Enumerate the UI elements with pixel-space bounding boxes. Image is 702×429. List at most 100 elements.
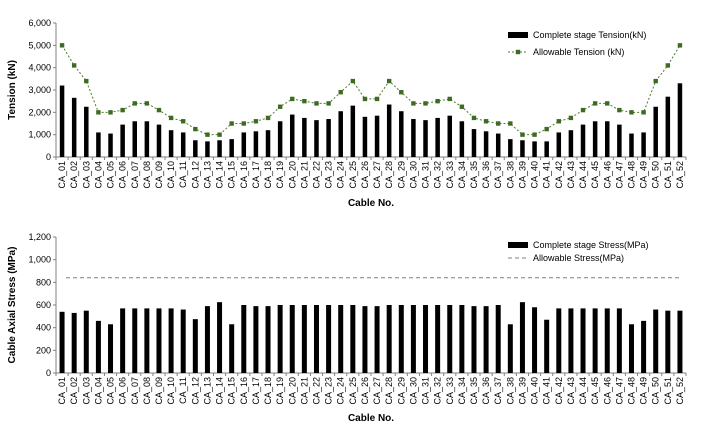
x-tick-label: CA_23 xyxy=(324,377,334,405)
x-tick-label: CA_16 xyxy=(239,377,249,405)
x-tick-label: CA_18 xyxy=(263,161,273,189)
x-tick-label: CA_05 xyxy=(106,161,116,189)
x-tick-label: CA_12 xyxy=(190,161,200,189)
bar-CA_43 xyxy=(568,130,574,157)
x-tick-label: CA_23 xyxy=(324,161,334,189)
x-tick-label: CA_18 xyxy=(263,377,273,405)
x-tick-label: CA_40 xyxy=(530,161,540,189)
x-tick-label: CA_06 xyxy=(118,377,128,405)
x-tick-label: CA_27 xyxy=(372,161,382,189)
x-tick-label: CA_52 xyxy=(675,377,685,405)
y-tick-label: 3,000 xyxy=(28,85,51,95)
x-axis-title: Cable No. xyxy=(348,198,394,209)
bar-CA_45 xyxy=(592,308,598,373)
bar-CA_25 xyxy=(350,305,356,373)
bar-CA_30 xyxy=(411,119,416,157)
allowable-tension-line xyxy=(61,45,681,136)
bar-CA_10 xyxy=(168,308,174,373)
legend-entry-bars: Complete stage Tension(kN) xyxy=(533,30,646,40)
allowable-tension-point-CA_09 xyxy=(156,107,162,113)
x-tick-label: CA_48 xyxy=(626,161,636,189)
x-tick-label: CA_14 xyxy=(215,161,225,189)
x-tick-label: CA_26 xyxy=(360,161,370,189)
bar-CA_46 xyxy=(604,308,610,373)
x-tick-label: CA_17 xyxy=(251,377,261,405)
x-tick-label: CA_44 xyxy=(578,161,588,189)
x-tick-label: CA_41 xyxy=(542,377,552,405)
bar-CA_33 xyxy=(447,305,453,373)
x-tick-label: CA_24 xyxy=(336,161,346,189)
x-tick-label: CA_17 xyxy=(251,161,261,189)
allowable-tension-point-CA_21 xyxy=(302,98,307,104)
x-tick-label: CA_10 xyxy=(166,161,176,189)
x-tick-label: CA_37 xyxy=(493,161,503,189)
x-tick-label: CA_36 xyxy=(481,161,491,189)
x-tick-label: CA_05 xyxy=(106,377,116,405)
bar-CA_36 xyxy=(483,306,489,373)
bar-CA_21 xyxy=(302,117,307,157)
bar-CA_50 xyxy=(653,309,659,373)
x-tick-label: CA_29 xyxy=(396,161,406,189)
bar-CA_35 xyxy=(471,306,477,373)
bar-CA_13 xyxy=(204,306,210,373)
bar-CA_13 xyxy=(205,141,210,157)
bar-CA_12 xyxy=(193,140,198,157)
x-tick-label: CA_11 xyxy=(178,161,188,188)
x-tick-label: CA_22 xyxy=(311,161,321,189)
bar-CA_28 xyxy=(386,104,392,157)
bar-CA_05 xyxy=(108,324,114,373)
y-tick-label: 1,200 xyxy=(28,232,51,242)
x-tick-label: CA_29 xyxy=(396,377,406,405)
y-tick-label: 4,000 xyxy=(28,63,51,73)
x-tick-label: CA_01 xyxy=(57,161,67,189)
x-tick-label: CA_02 xyxy=(69,377,79,405)
x-tick-label: CA_33 xyxy=(445,161,455,189)
bar-CA_49 xyxy=(641,132,646,157)
allowable-tension-point-CA_44 xyxy=(580,107,586,113)
x-tick-label: CA_24 xyxy=(336,377,346,405)
bar-CA_22 xyxy=(313,305,319,373)
bar-CA_38 xyxy=(508,139,513,157)
bar-CA_43 xyxy=(568,308,574,373)
x-tick-label: CA_27 xyxy=(372,377,382,405)
allowable-tension-point-CA_45 xyxy=(592,101,598,106)
x-tick-label: CA_13 xyxy=(202,377,212,405)
x-tick-label: CA_20 xyxy=(287,377,297,405)
legend-bar-swatch xyxy=(508,242,528,248)
y-tick-label: 0 xyxy=(46,152,51,162)
bar-CA_47 xyxy=(617,124,622,157)
allowable-tension-point-CA_24 xyxy=(338,90,343,95)
x-tick-label: CA_04 xyxy=(93,377,103,405)
bar-CA_16 xyxy=(241,132,247,157)
allowable-tension-point-CA_30 xyxy=(411,101,416,106)
bar-CA_17 xyxy=(253,131,259,157)
x-tick-label: CA_38 xyxy=(505,161,515,189)
x-tick-label: CA_28 xyxy=(384,161,394,189)
allowable-tension-point-CA_02 xyxy=(71,63,77,68)
x-tick-label: CA_52 xyxy=(675,161,685,189)
allowable-tension-point-CA_03 xyxy=(84,78,89,84)
allowable-tension-point-CA_25 xyxy=(350,78,356,84)
allowable-tension-point-CA_38 xyxy=(508,121,513,126)
bar-CA_21 xyxy=(301,305,307,373)
x-tick-label: CA_19 xyxy=(275,161,285,189)
y-tick-label: 1,000 xyxy=(28,130,51,140)
allowable-tension-point-CA_05 xyxy=(108,110,113,115)
allowable-tension-point-CA_16 xyxy=(241,121,246,126)
bar-CA_27 xyxy=(374,306,380,373)
bar-CA_02 xyxy=(71,312,77,373)
bar-CA_33 xyxy=(447,115,452,157)
bar-CA_04 xyxy=(96,132,101,157)
allowable-tension-point-CA_52 xyxy=(677,43,683,48)
bar-CA_48 xyxy=(629,133,634,157)
x-tick-label: CA_35 xyxy=(469,161,479,189)
allowable-tension-point-CA_39 xyxy=(520,132,525,137)
bar-CA_51 xyxy=(665,310,671,373)
bar-CA_12 xyxy=(192,319,198,373)
bar-CA_39 xyxy=(520,140,525,157)
x-tick-label: CA_36 xyxy=(481,377,491,405)
y-axis-title: Cable Axial Stress (MPa) xyxy=(7,247,18,364)
allowable-tension-point-CA_06 xyxy=(120,107,125,113)
allowable-tension-point-CA_40 xyxy=(532,132,537,137)
